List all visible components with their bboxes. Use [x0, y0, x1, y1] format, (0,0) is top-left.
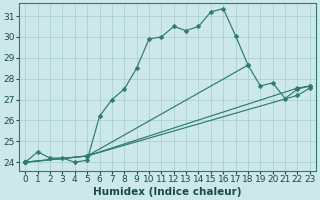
X-axis label: Humidex (Indice chaleur): Humidex (Indice chaleur) — [93, 187, 242, 197]
